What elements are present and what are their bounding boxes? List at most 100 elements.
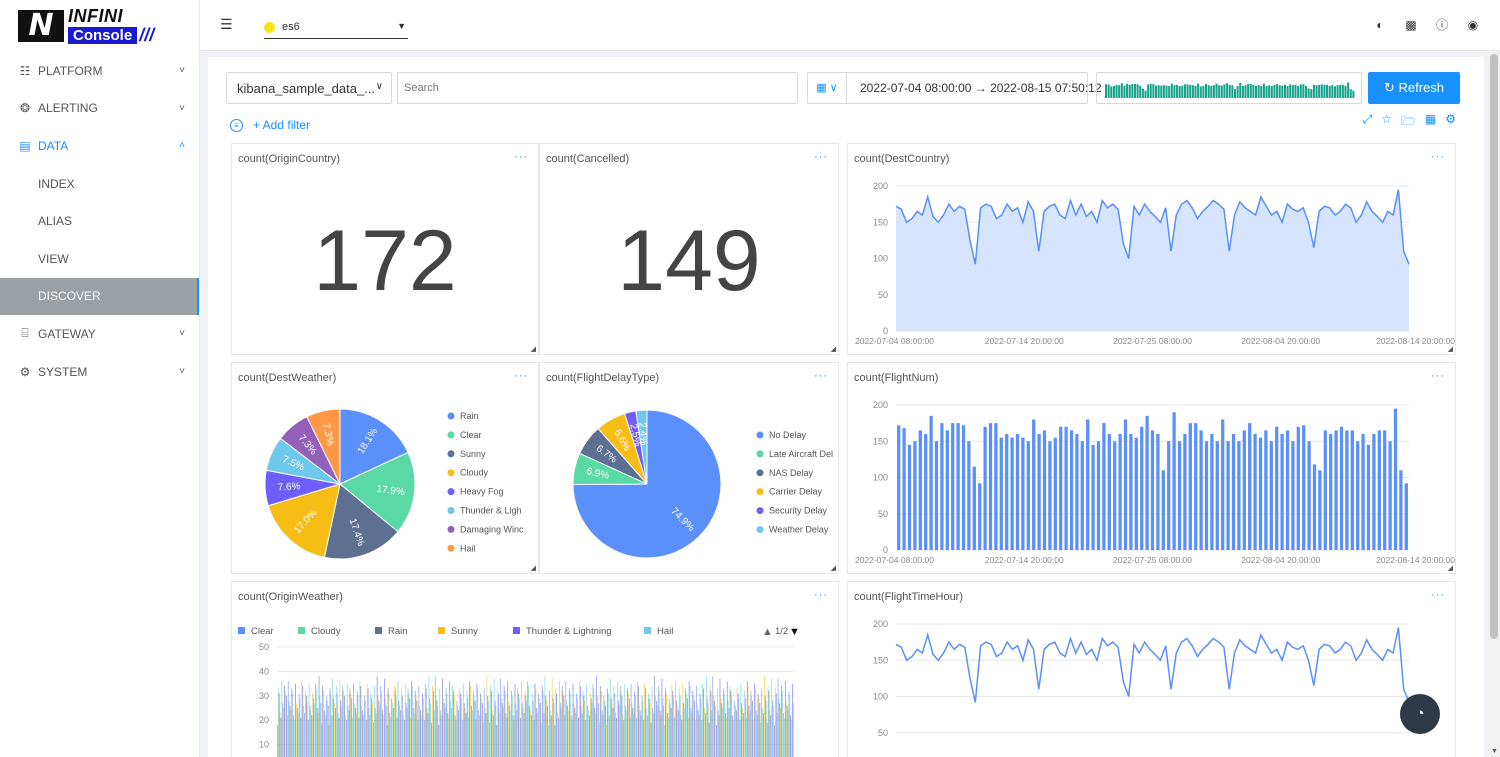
bar bbox=[645, 688, 646, 757]
dashboard-icon[interactable]: ◐ bbox=[1376, 18, 1384, 32]
sidebar-item-data[interactable]: ▤ DATA ˄ bbox=[0, 127, 199, 165]
logo[interactable]: N INFINI Console /// bbox=[0, 0, 199, 52]
chart-widget-button[interactable]: ◔ bbox=[1400, 694, 1440, 734]
y-tick-label: 200 bbox=[873, 619, 888, 629]
folder-icon[interactable]: 🗁 bbox=[1401, 114, 1416, 128]
page-scrollbar[interactable]: ▼ bbox=[1488, 51, 1500, 757]
star-icon[interactable]: ☆ bbox=[1381, 112, 1392, 126]
panel-title: count(OriginWeather) bbox=[238, 591, 343, 603]
bar bbox=[556, 693, 558, 757]
y-tick-label: 150 bbox=[873, 436, 888, 446]
bar bbox=[465, 712, 467, 757]
bar bbox=[1356, 441, 1360, 550]
more-icon[interactable]: ··· bbox=[514, 151, 528, 163]
resize-handle-icon[interactable]: ◢ bbox=[530, 346, 536, 353]
scrollbar-thumb[interactable] bbox=[1490, 54, 1498, 639]
table-icon[interactable]: ▦ bbox=[1424, 112, 1437, 126]
time-range-picker[interactable]: 2022-07-04 08:00:00 → 2022-08-15 07:50:1… bbox=[846, 72, 1102, 104]
refresh-button[interactable]: ↻ Refresh bbox=[1368, 72, 1460, 104]
more-icon[interactable]: ··· bbox=[514, 370, 528, 382]
calendar-icon[interactable]: ▦ ∨ bbox=[807, 72, 847, 104]
index-pattern-select[interactable]: kibana_sample_data_... ∨ bbox=[226, 72, 392, 104]
bar bbox=[459, 688, 461, 757]
bar bbox=[415, 695, 417, 757]
histogram-bar bbox=[1207, 85, 1210, 98]
globe-icon[interactable]: ◉ bbox=[1467, 18, 1479, 32]
sidebar-item-system[interactable]: ⚙ SYSTEM ˅ bbox=[0, 353, 199, 391]
legend-label: Rain bbox=[460, 411, 479, 421]
bar bbox=[1215, 441, 1219, 550]
bar bbox=[569, 693, 571, 757]
bar bbox=[555, 688, 557, 757]
bar bbox=[375, 712, 377, 757]
fullscreen-icon[interactable]: ⤢ bbox=[1362, 112, 1373, 126]
bar bbox=[491, 710, 493, 757]
settings-icon[interactable]: ⚙ bbox=[1445, 112, 1456, 126]
histogram-bar bbox=[1326, 84, 1329, 98]
bar bbox=[374, 686, 375, 757]
histogram-bar bbox=[1218, 85, 1221, 98]
bar bbox=[525, 695, 527, 757]
x-tick-label: 2022-08-14 20:00:00 bbox=[1376, 555, 1455, 565]
bar bbox=[742, 708, 744, 757]
y-tick-label: 50 bbox=[878, 290, 888, 300]
add-filter[interactable]: ≡ + Add filter bbox=[230, 118, 310, 132]
bar bbox=[289, 705, 291, 757]
more-icon[interactable]: ··· bbox=[1431, 589, 1445, 601]
sidebar-item-platform[interactable]: ☷ PLATFORM ˅ bbox=[0, 52, 199, 90]
menu-fold-icon[interactable]: ☰ bbox=[220, 16, 233, 32]
sidebar-item-discover[interactable]: DISCOVER bbox=[0, 277, 199, 316]
resize-handle-icon[interactable]: ◢ bbox=[830, 346, 836, 353]
console-icon[interactable]: ▩ bbox=[1405, 18, 1417, 32]
sidebar-item-view[interactable]: VIEW bbox=[0, 240, 199, 278]
more-icon[interactable]: ··· bbox=[814, 151, 828, 163]
bar bbox=[417, 720, 419, 757]
resize-handle-icon[interactable]: ◢ bbox=[830, 565, 836, 572]
bar bbox=[325, 695, 327, 757]
bar bbox=[639, 710, 641, 757]
search-input[interactable] bbox=[397, 72, 798, 104]
bar bbox=[1123, 419, 1128, 550]
legend-marker bbox=[513, 627, 520, 634]
histogram-bar bbox=[1131, 84, 1134, 98]
bar bbox=[647, 693, 649, 757]
bar bbox=[756, 715, 758, 757]
sidebar-item-index[interactable]: INDEX bbox=[0, 165, 199, 203]
bar bbox=[691, 712, 693, 757]
bar bbox=[715, 705, 716, 757]
histogram-bar bbox=[1241, 86, 1244, 98]
bar bbox=[929, 415, 933, 550]
bar bbox=[725, 717, 727, 757]
cluster-selector[interactable]: es6 ▼ bbox=[264, 17, 408, 39]
bar bbox=[376, 676, 378, 757]
bar bbox=[365, 720, 367, 757]
more-icon[interactable]: ··· bbox=[814, 370, 828, 382]
resize-handle-icon[interactable]: ◢ bbox=[530, 565, 536, 572]
bar bbox=[775, 693, 777, 757]
sidebar-item-alerting[interactable]: ❂ ALERTING ˅ bbox=[0, 90, 199, 128]
time-histogram[interactable] bbox=[1096, 72, 1362, 104]
bar bbox=[777, 678, 779, 757]
bar bbox=[304, 712, 305, 757]
bar bbox=[455, 720, 457, 757]
sidebar-item-gateway[interactable]: ⌸ GATEWAY ˅ bbox=[0, 315, 199, 353]
bar bbox=[731, 695, 733, 757]
bar bbox=[352, 717, 354, 757]
bar bbox=[582, 690, 584, 757]
bar bbox=[652, 708, 654, 757]
resize-handle-icon[interactable]: ◢ bbox=[1447, 565, 1453, 572]
histogram-bar bbox=[1249, 84, 1252, 98]
sidebar-item-alias[interactable]: ALIAS bbox=[0, 202, 199, 240]
more-icon[interactable]: ··· bbox=[1431, 370, 1445, 382]
more-icon[interactable]: ··· bbox=[1431, 151, 1445, 163]
resize-handle-icon[interactable]: ◢ bbox=[1447, 346, 1453, 353]
more-icon[interactable]: ··· bbox=[814, 589, 828, 601]
bar bbox=[733, 720, 734, 757]
bar bbox=[426, 708, 428, 757]
bar bbox=[715, 725, 717, 757]
bar bbox=[332, 678, 334, 757]
scroll-down-icon[interactable]: ▼ bbox=[1491, 748, 1498, 755]
help-icon[interactable]: ⓘ bbox=[1435, 18, 1448, 32]
bar bbox=[334, 703, 335, 757]
bar bbox=[344, 695, 345, 757]
